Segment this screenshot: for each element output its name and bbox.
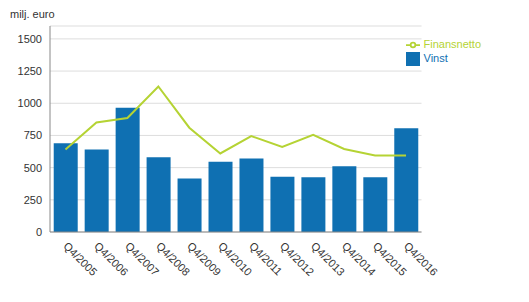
svg-text:Q4/2012: Q4/2012 [278, 239, 317, 279]
svg-text:Q4/2009: Q4/2009 [185, 239, 224, 279]
svg-text:1250: 1250 [18, 65, 42, 77]
svg-text:250: 250 [24, 194, 42, 206]
svg-text:Q4/2005: Q4/2005 [61, 239, 100, 279]
svg-text:Q4/2013: Q4/2013 [308, 239, 348, 279]
svg-text:Q4/2010: Q4/2010 [216, 239, 255, 279]
svg-text:1000: 1000 [18, 97, 42, 109]
svg-text:Q4/2006: Q4/2006 [92, 239, 131, 279]
svg-text:Q4/2008: Q4/2008 [154, 239, 193, 279]
html-text:Finansnetto: Finansnetto [423, 38, 481, 50]
svg-text:1500: 1500 [18, 33, 42, 45]
html-text:milj. euro: milj. euro [10, 8, 55, 20]
svg-text:Q4/2007: Q4/2007 [123, 239, 162, 279]
svg-text:0: 0 [36, 226, 42, 238]
html-text:Vinst: Vinst [423, 52, 448, 65]
svg-text:Q4/2016: Q4/2016 [402, 240, 440, 278]
svg-text:Q4/2011: Q4/2011 [247, 240, 285, 278]
svg-text:500: 500 [24, 162, 42, 174]
svg-text:Q4/2014: Q4/2014 [339, 239, 379, 279]
svg-text:Q4/2015: Q4/2015 [370, 239, 410, 279]
svg-text:750: 750 [24, 129, 42, 141]
